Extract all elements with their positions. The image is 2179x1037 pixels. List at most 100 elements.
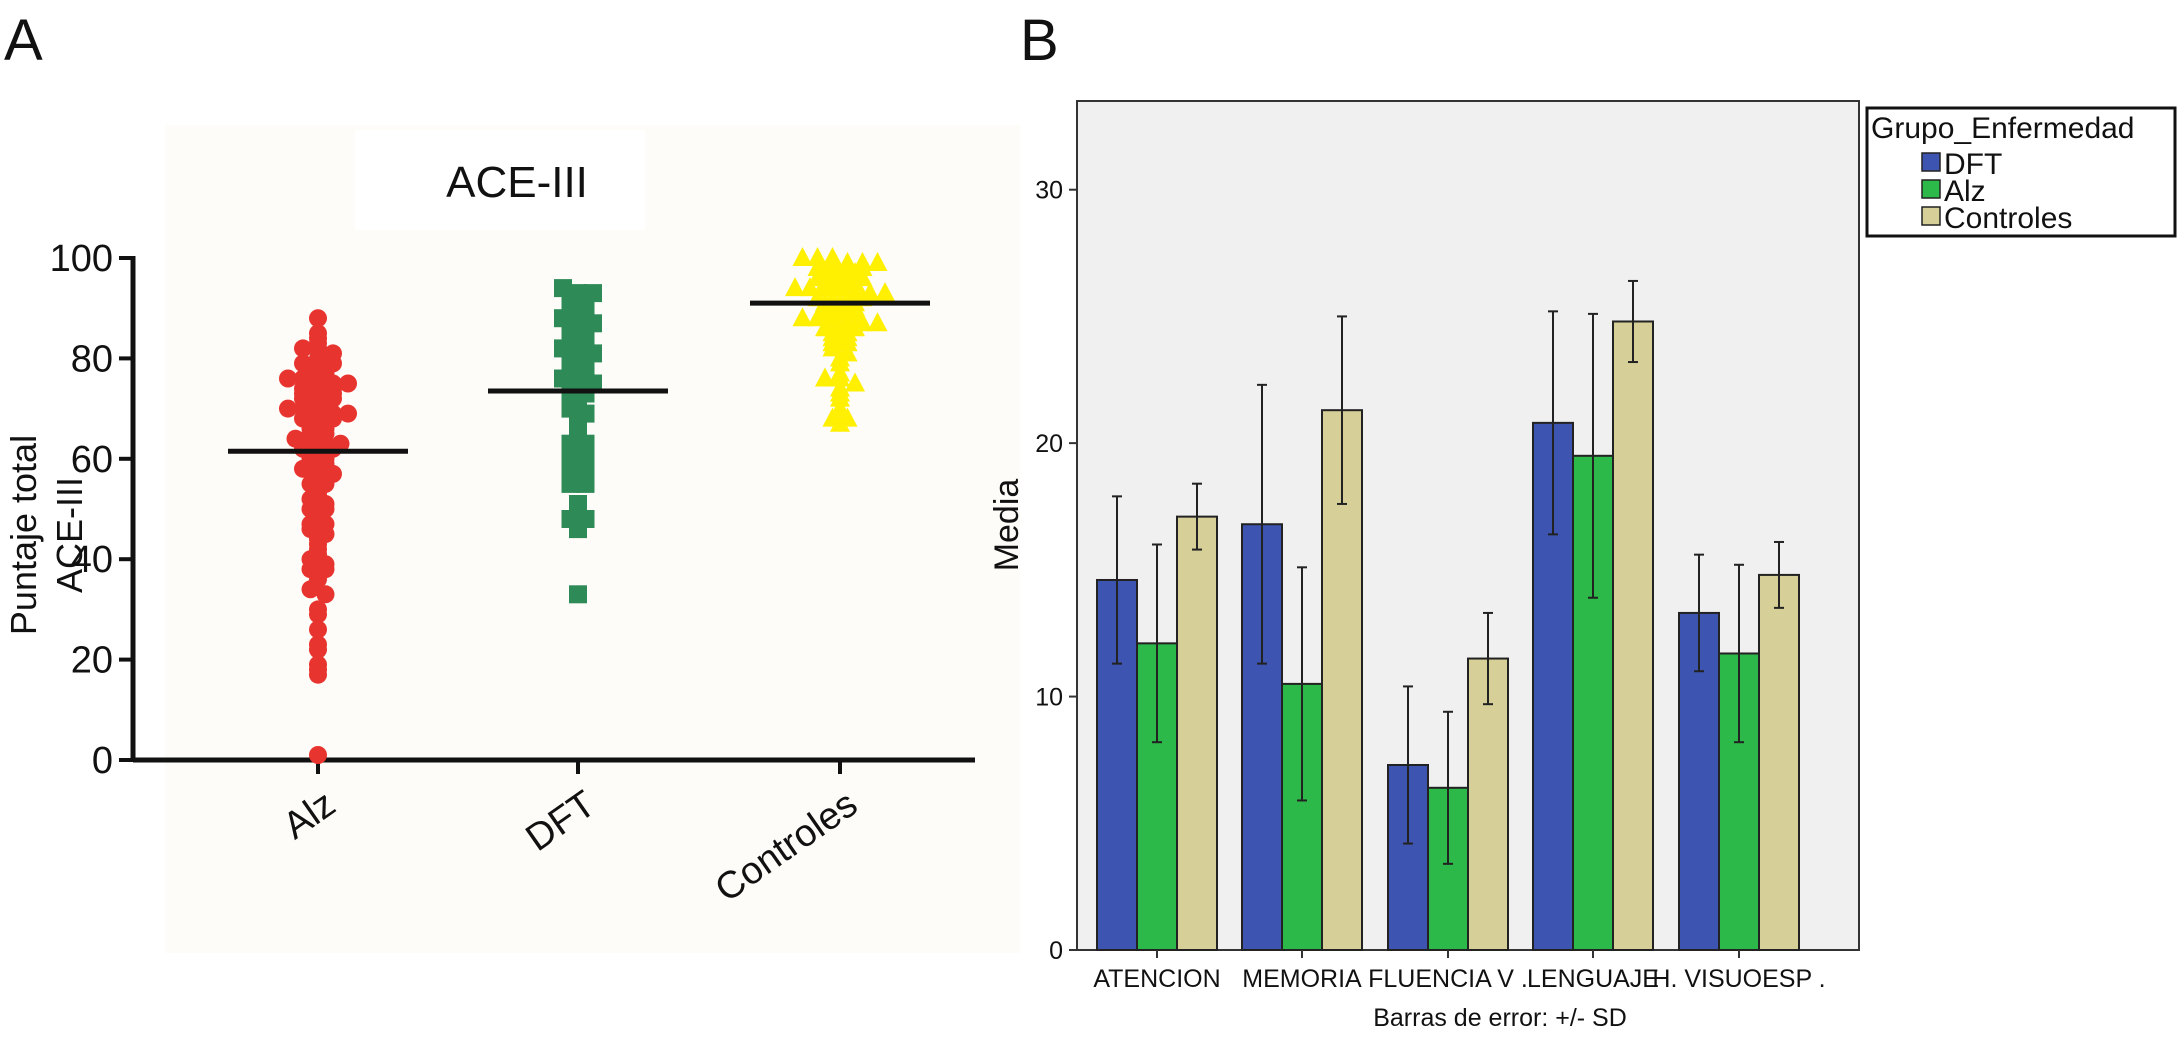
- alz-data-point: [309, 655, 327, 674]
- controles-data-point: [792, 247, 813, 266]
- panel-a-ylabel-line2: ACE-III: [49, 477, 90, 593]
- panel-b-y-tick-label: 30: [1035, 177, 1063, 205]
- dft-data-point: [584, 374, 602, 393]
- alz-data-point: [309, 746, 327, 764]
- controles-data-point: [785, 277, 805, 297]
- panel-a-y-tick-label: 20: [71, 640, 113, 682]
- alz-data-point: [294, 339, 312, 358]
- controles-data-point: [852, 312, 873, 332]
- controles-data-point: [822, 257, 843, 276]
- panel-b-x-tick-label: LENGUAJE: [1527, 965, 1659, 993]
- alz-data-point: [279, 399, 297, 418]
- panel-b-y-tick-label: 10: [1035, 684, 1063, 712]
- alz-data-point: [309, 635, 327, 654]
- dft-data-point: [569, 585, 587, 604]
- panel-b-ylabel: Media: [988, 479, 1026, 572]
- dft-data-point: [584, 344, 602, 363]
- panel-a-scatter-plot: ACE-III Puntaje total ACE-III 0 20 40 60 80 1…: [3, 125, 1020, 953]
- controles-data-point: [800, 277, 820, 297]
- controles-data-point: [875, 282, 895, 302]
- panel-b-error-bars: [1112, 279, 1784, 865]
- panel-a-y-tick-label: 0: [92, 740, 113, 782]
- controles-data-point: [830, 397, 850, 417]
- panel-b-x-tick-label: ATENCION: [1093, 965, 1220, 993]
- panel-label-a: A: [4, 8, 43, 73]
- panel-a-ylabel-line1: Puntaje total: [3, 435, 44, 635]
- panel-b-y-tick-label: 0: [1049, 937, 1063, 965]
- dft-data-point: [576, 464, 595, 483]
- dft-data-point: [561, 510, 580, 528]
- controles-data-point: [830, 362, 850, 382]
- alz-data-point: [339, 374, 357, 393]
- alz-data-point: [331, 434, 350, 453]
- dft-data-point: [584, 314, 602, 333]
- panel-a-y-tick-label: 60: [71, 439, 113, 481]
- legend-box: [1865, 106, 2177, 238]
- alz-data-point: [339, 404, 357, 423]
- controles-data-point: [837, 252, 858, 271]
- dft-data-point: [584, 284, 602, 303]
- dft-data-point: [554, 279, 572, 298]
- panel-b-x-tick-label: MEMORIA: [1242, 965, 1362, 993]
- controles-data-point: [815, 367, 835, 387]
- legend-title: Grupo_Enfermedad: [1871, 112, 2135, 145]
- panel-a-y-tick-label: 100: [50, 238, 113, 280]
- panel-a-title-box: [355, 130, 645, 230]
- panel-label-b: B: [1020, 8, 1059, 73]
- panel-a-data-points: [279, 247, 895, 764]
- panel-b-x-tick-label: FLUENCIA V .: [1368, 965, 1528, 993]
- legend-label-controles: Controles: [1944, 202, 2072, 235]
- controles-data-point: [837, 312, 858, 332]
- controles-data-point: [837, 342, 858, 362]
- legend-label-dft: DFT: [1944, 148, 2002, 181]
- controles-data-point: [867, 252, 888, 271]
- controles-data-point: [830, 377, 850, 397]
- alz-data-point: [279, 369, 297, 388]
- controles-bar-atencion: [1176, 515, 1218, 951]
- panel-a-y-tick-label: 80: [71, 338, 113, 380]
- controles-bar-h-visuoesp: [1758, 573, 1800, 951]
- dft-data-point: [569, 495, 587, 513]
- alz-data-point: [309, 309, 327, 328]
- controles-bar-lenguaje: [1612, 320, 1654, 951]
- legend-label-alz: Alz: [1944, 175, 1986, 208]
- controles-data-point: [837, 407, 858, 427]
- alz-data-point: [309, 600, 327, 619]
- panel-b-xlabel: Barras de error: +/- SD: [1373, 1004, 1627, 1032]
- alz-data-point: [324, 344, 342, 363]
- controles-data-point: [845, 372, 865, 392]
- alz-data-point: [316, 585, 335, 604]
- legend-swatch-dft: [1921, 152, 1941, 172]
- legend-swatch-controles: [1921, 206, 1941, 226]
- panel-b-bar-chart: 0 10 20 30 ATENCION MEMORIA FLUENCIA V . LENGU…: [988, 100, 2177, 1032]
- alz-data-point: [309, 324, 327, 343]
- controles-data-point: [792, 307, 813, 327]
- legend-swatch-alz: [1921, 179, 1941, 199]
- panel-a-mean-lines: [228, 300, 930, 454]
- controles-data-point: [822, 407, 843, 427]
- panel-a-y-tick-label: 40: [71, 539, 113, 581]
- controles-data-point: [807, 257, 828, 276]
- controles-bar-fluencia-v: [1467, 657, 1509, 951]
- controles-data-point: [852, 252, 873, 271]
- dft-data-point: [576, 510, 595, 528]
- panel-b-x-tick-label: H. VISUOESP .: [1652, 965, 1825, 993]
- alz-data-point: [294, 354, 312, 373]
- alz-data-point: [309, 620, 327, 639]
- controles-data-point: [807, 247, 828, 266]
- controles-data-point: [860, 282, 880, 302]
- panel-b-y-axis: 0 10 20 30: [1035, 177, 1077, 965]
- dft-data-point: [569, 284, 587, 303]
- alz-data-point: [286, 429, 305, 448]
- controles-data-point: [822, 247, 843, 266]
- controles-data-point: [867, 312, 888, 332]
- controles-data-point: [845, 282, 865, 302]
- panel-b-y-tick-label: 20: [1035, 430, 1063, 458]
- panel-a-y-axis: 0 20 40 60 80 100: [50, 238, 136, 782]
- controles-data-point: [815, 317, 835, 337]
- panel-a-title: ACE-III: [446, 158, 588, 207]
